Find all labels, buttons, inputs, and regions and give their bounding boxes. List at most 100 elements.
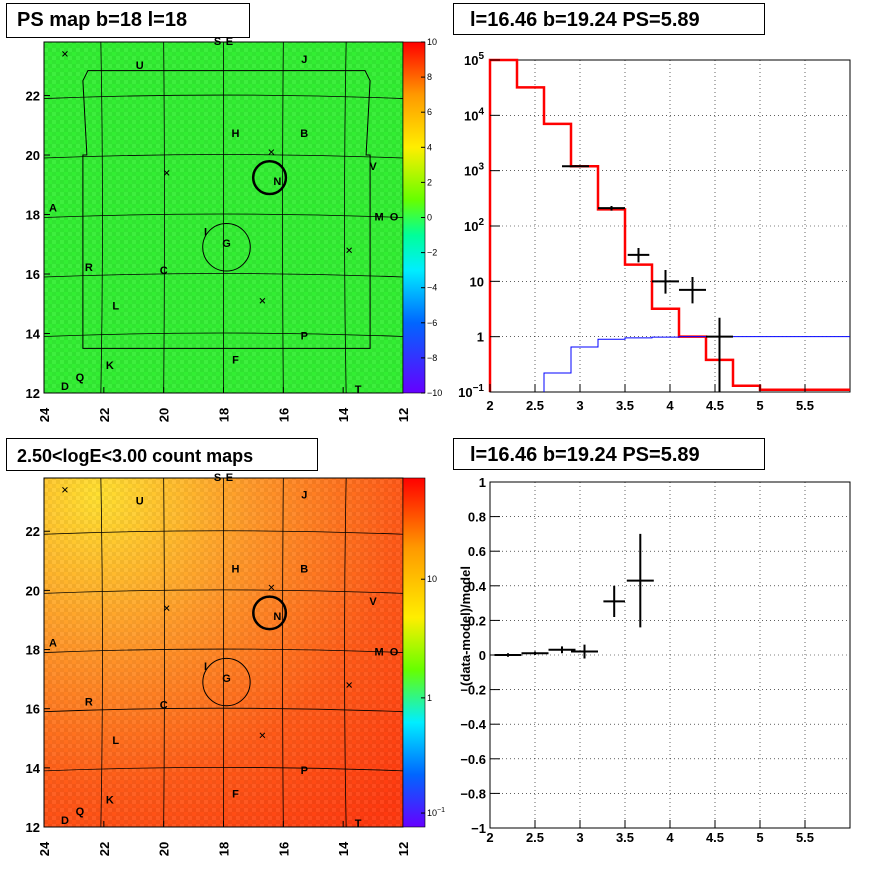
- ps-map-title: PS map b=18 l=18: [6, 3, 250, 38]
- y-tick-label: 20: [26, 148, 40, 163]
- colorbar-label: 6: [427, 107, 432, 117]
- colorbar-label: 4: [427, 142, 432, 152]
- data-point: [679, 276, 706, 304]
- colorbar-label: 1: [427, 693, 432, 703]
- source-cross: [346, 682, 353, 688]
- colorbar-label: 2: [427, 177, 432, 187]
- source-cross: [268, 584, 275, 591]
- source-label: I: [204, 661, 207, 673]
- field-outline: [82, 70, 371, 349]
- y-tick-label: 0.6: [468, 544, 486, 559]
- y-tick-label: 16: [26, 702, 40, 717]
- y-tick-label: 12: [26, 820, 40, 835]
- source-label: P: [301, 765, 308, 777]
- source-label: L: [112, 301, 119, 313]
- y-tick-label: 10: [470, 274, 484, 289]
- grid-line-lon: [282, 41, 284, 394]
- source-label: G: [222, 238, 231, 250]
- source-label: C: [160, 700, 168, 712]
- x-tick-label: 3: [576, 830, 583, 845]
- y-tick-label: −0.6: [460, 752, 486, 767]
- grid-line-lon: [100, 477, 103, 828]
- source-label: T: [355, 818, 362, 830]
- x-tick-label: 16: [276, 842, 291, 856]
- residuals-panel: 2 2.5 3 3.5 4 4.5 5 5.5 1 0.8 0.6 0.4 0.2 0 −0.2 −0.4 −0…: [458, 475, 851, 845]
- colorbar-label: −4: [427, 283, 437, 293]
- source-label: N: [273, 176, 281, 188]
- x-tick-label: 4.5: [706, 830, 724, 845]
- roi-circle: [251, 160, 288, 196]
- y-tick-label: 0.4: [468, 579, 487, 594]
- data-point: [627, 248, 650, 263]
- source-label: H: [231, 128, 239, 140]
- source-label: F: [232, 788, 239, 800]
- x-tick-label: 18: [217, 408, 232, 422]
- y-tick-label: −0.8: [460, 786, 486, 801]
- x-tick-label: 4: [666, 830, 674, 845]
- data-point: [571, 644, 598, 659]
- source-label: K: [106, 794, 114, 806]
- y-tick-label: 14: [26, 327, 41, 342]
- y-tick-label: 0.8: [468, 510, 486, 525]
- colorbar-label: 10: [427, 37, 437, 47]
- source-cross: [259, 732, 266, 739]
- source-label: V: [369, 596, 377, 608]
- roi-circle: [202, 222, 251, 272]
- source-label: N: [273, 611, 281, 623]
- x-tick-label: 22: [97, 842, 112, 856]
- coordinate-grid: [43, 41, 404, 394]
- data-point: [521, 651, 549, 655]
- residuals-title: l=16.46 b=19.24 PS=5.89: [453, 438, 765, 470]
- x-tick-label: 2: [486, 398, 493, 413]
- source-cross: [259, 297, 266, 304]
- colorbar-label: −8: [427, 353, 437, 363]
- y-tick-label: 1: [479, 475, 486, 490]
- x-tick-label: 5: [756, 398, 763, 413]
- y-tick-label: 16: [26, 267, 40, 282]
- source-label: R: [85, 697, 93, 709]
- x-tick-label: 2.5: [526, 398, 544, 413]
- y-tick-label: 10−1: [458, 383, 484, 400]
- colorbar-label: −10: [427, 388, 442, 398]
- colorbar-label: 0: [427, 213, 432, 223]
- x-tick-label: 14: [336, 407, 351, 422]
- source-label: B: [300, 564, 308, 576]
- x-tick-label: 20: [157, 408, 172, 422]
- source-cross: [62, 51, 68, 57]
- y-tick-label: 0: [479, 648, 486, 663]
- source-cross: [163, 170, 170, 176]
- x-tick-label: 3: [576, 398, 583, 413]
- colorbar-label: 10: [427, 574, 437, 584]
- y-tick-label: 20: [26, 583, 40, 598]
- x-tick-label: 4: [666, 398, 674, 413]
- x-tick-label: 3.5: [616, 398, 634, 413]
- x-tick-label: 12: [396, 408, 411, 422]
- x-tick-label: 5.5: [796, 830, 814, 845]
- y-tick-label: 22: [26, 89, 40, 104]
- x-tick-label: 12: [396, 842, 411, 856]
- y-tick-label: 103: [464, 162, 484, 179]
- roi-circle: [202, 657, 251, 707]
- source-label: D: [61, 815, 69, 827]
- x-tick-label: 2.5: [526, 830, 544, 845]
- y-tick-label: 104: [464, 106, 484, 123]
- x-tick-label: 20: [157, 842, 172, 856]
- x-tick-label: 18: [217, 842, 232, 856]
- grid-line-lon: [282, 477, 284, 828]
- data-point: [598, 205, 625, 211]
- source-label: M: [374, 646, 383, 658]
- y-tick-label: −0.4: [460, 717, 486, 732]
- source-label: R: [85, 262, 93, 274]
- source-label: J: [301, 490, 307, 502]
- data-point: [706, 317, 733, 392]
- x-tick-label: 5: [756, 830, 763, 845]
- source-label: D: [61, 381, 69, 393]
- y-tick-label: −1: [471, 821, 486, 836]
- data-point: [652, 270, 679, 294]
- grid-line-lon: [100, 41, 103, 394]
- y-tick-label: 12: [26, 386, 40, 401]
- grid-line-lon: [344, 477, 347, 828]
- y-tick-label: 105: [464, 51, 484, 68]
